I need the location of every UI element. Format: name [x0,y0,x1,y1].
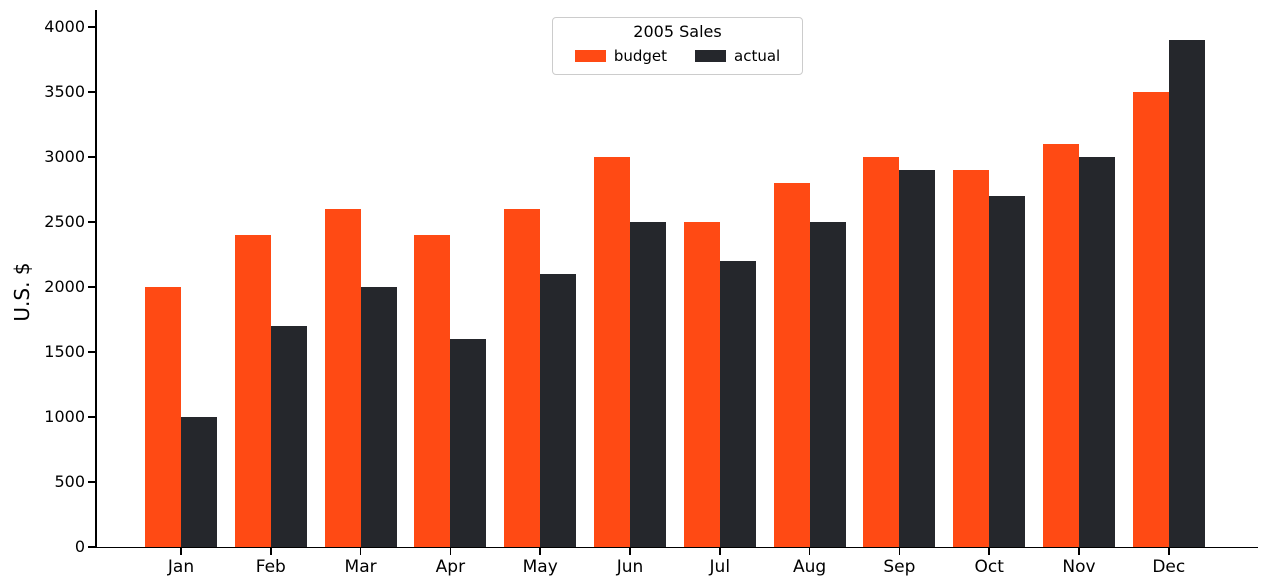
x-tick-label-aug: Aug [792,557,827,577]
legend: 2005 Sales budget actual [552,17,803,75]
bar-budget-apr [414,235,451,547]
legend-label-actual: actual [734,47,781,65]
bar-budget-nov [1043,144,1079,547]
y-tick-mark [88,91,95,93]
bar-actual-dec [1168,40,1205,547]
x-tick-mark [988,548,990,555]
y-tick-mark [88,416,95,418]
y-tick-label: 4000 [44,17,85,36]
bar-actual-jul [719,261,756,547]
bar-actual-apr [450,339,487,547]
y-tick-mark [88,351,95,353]
y-tick-mark [88,156,95,158]
bar-budget-sep [863,157,900,547]
bar-budget-jun [594,157,630,547]
x-tick-mark [1078,548,1080,555]
y-tick-label: 3000 [44,147,85,166]
x-tick-label-oct: Oct [974,557,1004,577]
x-tick-mark [449,548,452,555]
x-tick-label-jul: Jul [709,557,731,577]
legend-entry-budget: budget [574,47,667,65]
bar-budget-jan [145,287,181,547]
y-axis-spine [95,10,97,547]
bar-budget-oct [953,170,990,547]
legend-label-budget: budget [613,47,667,65]
x-tick-label-jun: Jun [616,557,644,577]
x-tick-mark [898,548,901,555]
x-axis-spine [95,546,1258,549]
x-tick-label-apr: Apr [435,557,466,577]
y-tick-label: 1500 [44,342,85,361]
legend-swatch-actual [695,50,726,62]
y-tick-mark [88,546,95,548]
y-tick-label: 0 [74,537,85,556]
bar-actual-sep [899,170,936,547]
bar-actual-feb [270,326,307,547]
y-tick-mark [88,481,95,483]
x-tick-mark [629,548,631,555]
bar-actual-jun [630,222,666,547]
x-tick-label-nov: Nov [1062,557,1096,577]
x-tick-mark [180,548,182,555]
y-tick-mark [88,221,95,223]
bar-actual-nov [1079,157,1115,547]
x-tick-label-feb: Feb [255,557,286,577]
x-tick-mark [270,548,272,555]
bar-budget-feb [234,235,271,547]
x-tick-label-may: May [522,557,558,577]
bar-budget-may [504,209,541,547]
y-tick-label: 2000 [44,277,85,296]
x-tick-mark [808,548,811,555]
x-tick-label-dec: Dec [1152,557,1186,577]
y-tick-label: 500 [54,472,85,491]
legend-title: 2005 Sales [633,22,722,41]
x-tick-mark [539,548,541,555]
x-tick-label-jan: Jan [167,557,195,577]
x-tick-mark [719,548,721,555]
bar-actual-oct [989,196,1026,547]
y-tick-mark [88,26,95,28]
y-tick-label: 3500 [44,82,85,101]
bar-actual-aug [809,222,846,547]
y-tick-label: 1000 [44,407,85,426]
x-tick-mark [1168,548,1170,555]
bar-budget-aug [773,183,810,547]
bar-budget-mar [324,209,361,547]
x-tick-label-mar: Mar [344,557,377,577]
bar-actual-mar [360,287,397,547]
x-tick-mark [359,548,362,555]
bar-budget-jul [683,222,720,547]
legend-swatch-budget [574,50,606,62]
legend-entries: budget actual [574,47,780,65]
legend-entry-actual: actual [695,47,780,65]
bar-actual-may [540,274,577,547]
bar-budget-dec [1132,92,1169,547]
y-tick-mark [88,286,95,288]
y-tick-label: 2500 [44,212,85,231]
bar-actual-jan [181,417,217,547]
x-tick-label-sep: Sep [883,557,916,577]
